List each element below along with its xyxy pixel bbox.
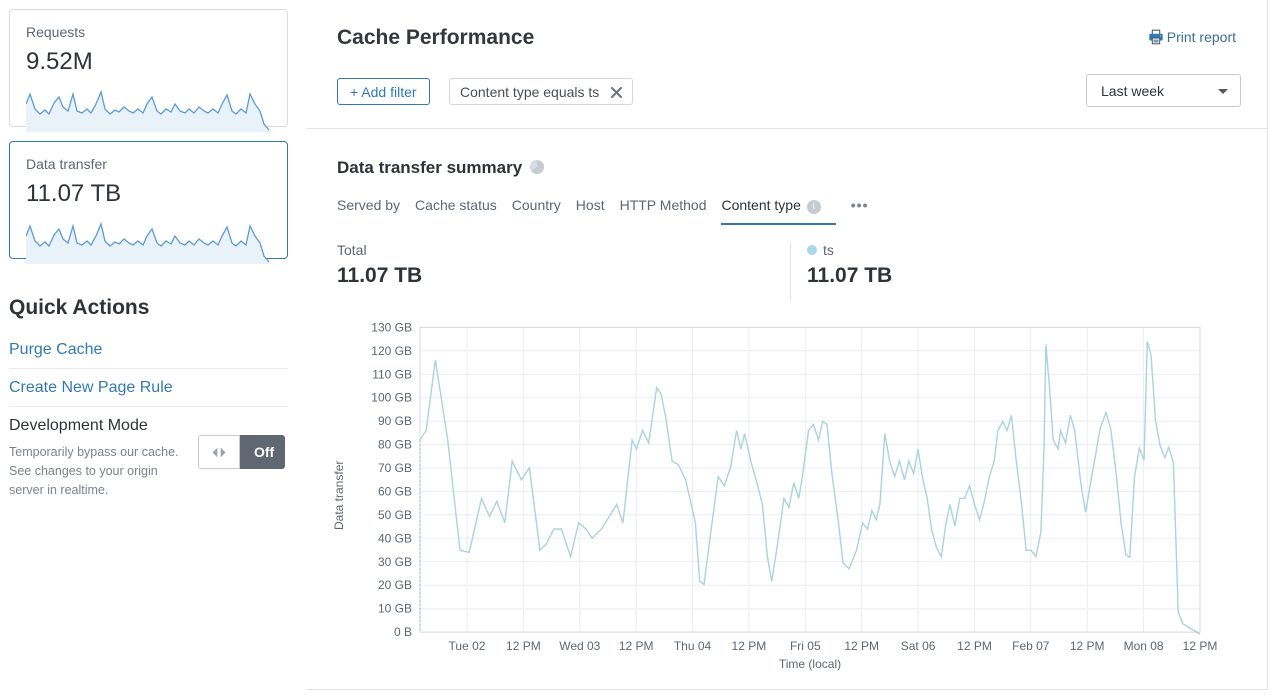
svg-text:10 GB: 10 GB xyxy=(378,602,412,616)
svg-text:Sat 06: Sat 06 xyxy=(901,639,936,653)
svg-text:20 GB: 20 GB xyxy=(378,578,412,592)
svg-text:70 GB: 70 GB xyxy=(378,461,412,475)
svg-text:50 GB: 50 GB xyxy=(378,508,412,522)
svg-text:12 PM: 12 PM xyxy=(506,639,541,653)
svg-text:40 GB: 40 GB xyxy=(378,531,412,545)
svg-text:80 GB: 80 GB xyxy=(378,438,412,452)
svg-text:Fri 05: Fri 05 xyxy=(790,639,821,653)
svg-text:Time (local): Time (local) xyxy=(779,657,841,671)
svg-text:120 GB: 120 GB xyxy=(371,344,412,358)
svg-text:Wed 03: Wed 03 xyxy=(559,639,600,653)
svg-text:30 GB: 30 GB xyxy=(378,555,412,569)
svg-text:100 GB: 100 GB xyxy=(371,391,412,405)
svg-text:12 PM: 12 PM xyxy=(1183,639,1218,653)
svg-text:130 GB: 130 GB xyxy=(371,320,412,334)
svg-text:Tue 02: Tue 02 xyxy=(449,639,486,653)
svg-text:12 PM: 12 PM xyxy=(619,639,654,653)
svg-text:60 GB: 60 GB xyxy=(378,485,412,499)
svg-text:12 PM: 12 PM xyxy=(957,639,992,653)
svg-text:110 GB: 110 GB xyxy=(372,367,412,381)
svg-text:Thu 04: Thu 04 xyxy=(674,639,712,653)
svg-text:Mon 08: Mon 08 xyxy=(1124,639,1164,653)
svg-text:12 PM: 12 PM xyxy=(844,639,879,653)
svg-text:12 PM: 12 PM xyxy=(732,639,767,653)
svg-text:Feb 07: Feb 07 xyxy=(1012,639,1050,653)
svg-text:0 B: 0 B xyxy=(394,625,412,639)
svg-text:12 PM: 12 PM xyxy=(1070,639,1105,653)
svg-text:90 GB: 90 GB xyxy=(378,414,412,428)
